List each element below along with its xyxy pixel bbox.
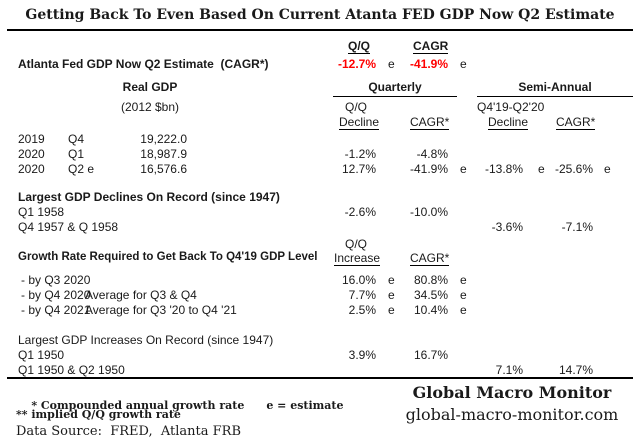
semi-decline-value: 7.1%	[495, 363, 523, 377]
qq-decline-value: -2.6%	[344, 205, 376, 219]
decline-label: Q4 1957 & Q 1958	[18, 220, 119, 234]
gdp-row: 2020 Q2 e 16,576.6 12.7% -41.9% e -13.8%…	[0, 162, 640, 176]
decline-row: Q1 1958 -2.6% -10.0%	[0, 205, 640, 219]
increase-label: Q1 1950 & Q2 1950	[18, 363, 125, 377]
estimate-qq-flag: e	[388, 57, 395, 71]
qq-decline-value: 12.7%	[341, 162, 376, 176]
gdp-row: 2020 Q1 18,987.9 -1.2% -4.8%	[0, 147, 640, 161]
semi-cagr-value: -7.1%	[561, 220, 593, 234]
real-gdp-unit: (2012 $bn)	[120, 100, 180, 114]
cagr-value: -10.0%	[409, 205, 448, 219]
growth-row: - by Q3 2020 16.0% e 80.8% e	[0, 273, 640, 287]
growth-section-header-row: Growth Rate Required to Get Back To Q4'1…	[0, 251, 640, 266]
semi-cagr-value: -25.6%	[554, 162, 593, 176]
gdp-quarter: Q1	[68, 147, 85, 161]
brand-name: Global Macro Monitor	[412, 383, 612, 402]
gdp-value: 19,222.0	[140, 132, 187, 146]
growth-note: Average for Q3 & Q4	[85, 288, 197, 302]
footnote-cagr-text: * Compounded annual growth rate	[31, 399, 245, 412]
estimate-cagr-flag: e	[460, 57, 467, 71]
gdp-year: 2019	[18, 132, 45, 146]
cagr-value: 10.4%	[413, 303, 448, 317]
increase-label: Q1 1950	[18, 348, 65, 362]
quarterly-group-header: Quarterly	[333, 80, 457, 97]
cagr-value: 16.7%	[413, 348, 448, 362]
estimate-flag: e	[538, 162, 545, 176]
footnote-implied-qq: ** implied Q/Q growth rate	[16, 408, 181, 421]
estimate-label: Atlanta Fed GDP Now Q2 Estimate (CAGR*)	[18, 57, 269, 71]
semi-annual-group-header: Semi-Annual	[477, 80, 633, 97]
increases-section-heading: Largest GDP Increases On Record (since 1…	[18, 333, 274, 347]
growth-row: - by Q4 2020 Average for Q3 & Q4 7.7% e …	[0, 288, 640, 302]
estimate-flag: e	[460, 273, 467, 287]
gdp-row: 2019 Q4 19,222.0	[0, 132, 640, 146]
cagr-value: 80.8%	[413, 273, 448, 287]
estimate-row: Atlanta Fed GDP Now Q2 Estimate (CAGR*) …	[0, 57, 640, 71]
gdp-year: 2020	[18, 162, 45, 176]
gdp-year: 2020	[18, 147, 45, 161]
top-col-header-qq: Q/Q	[348, 39, 371, 54]
semi-cagr-value: 14.7%	[558, 363, 593, 377]
qq-increase-value: 2.5%	[348, 303, 376, 317]
growth-cagr-col-header: CAGR*	[410, 251, 450, 266]
growth-label: - by Q4 2021	[21, 303, 91, 317]
growth-row: - by Q4 2021 Average for Q3 '20 to Q4 '2…	[0, 303, 640, 317]
q-cagr-col-header: CAGR*	[410, 115, 450, 130]
estimate-cagr-value: -41.9%	[409, 57, 448, 71]
real-gdp-header: Real GDP	[122, 80, 178, 94]
gdp-quarter: Q4	[68, 132, 85, 146]
growth-label: - by Q3 2020	[21, 273, 91, 287]
page-title: Getting Back To Even Based On Current At…	[25, 7, 615, 23]
title-rule	[7, 29, 633, 31]
semi-decline-value: -3.6%	[491, 220, 523, 234]
estimate-flag: e	[460, 303, 467, 317]
brand-url: global-macro-monitor.com	[405, 405, 619, 424]
gdp-quarter: Q2 e	[68, 162, 95, 176]
s-cagr-col-header: CAGR*	[556, 115, 596, 130]
growth-note: Average for Q3 '20 to Q4 '21	[85, 303, 237, 317]
top-col-header-cagr: CAGR	[413, 39, 449, 54]
gdp-value: 18,987.9	[140, 147, 187, 161]
footer-rule	[7, 377, 633, 379]
s-decline-col-header: Decline	[488, 115, 529, 130]
footnote-cagr: * Compounded annual growth rate e = estim…	[16, 386, 344, 425]
decline-row: Q4 1957 & Q 1958 -3.6% -7.1%	[0, 220, 640, 234]
declines-section-heading: Largest GDP Declines On Record (since 19…	[18, 190, 280, 204]
growth-label: - by Q4 2020	[21, 288, 91, 302]
estimate-flag: e	[388, 303, 395, 317]
decline-label: Q1 1958	[18, 205, 65, 219]
increase-row: Q1 1950 & Q2 1950 7.1% 14.7%	[0, 363, 640, 377]
estimate-flag: e	[460, 288, 467, 302]
estimate-flag: e	[388, 288, 395, 302]
cagr-value: -4.8%	[416, 147, 448, 161]
quarterly-sub-label: Q/Q	[345, 100, 368, 114]
semi-decline-value: -13.8%	[484, 162, 523, 176]
estimate-qq-value: -12.7%	[337, 57, 376, 71]
data-source: Data Source: FRED, Atlanta FRB	[16, 424, 242, 439]
increase-col-header: Increase	[334, 251, 381, 266]
estimate-legend: e = estimate	[266, 399, 344, 412]
estimate-flag: e	[460, 162, 467, 176]
cagr-value: 34.5%	[413, 288, 448, 302]
qq-increase-value: 3.9%	[348, 348, 376, 362]
estimate-flag: e	[604, 162, 611, 176]
growth-section-heading: Growth Rate Required to Get Back To Q4'1…	[18, 251, 318, 263]
qq-increase-value: 16.0%	[341, 273, 376, 287]
q-decline-col-header: Decline	[339, 115, 380, 130]
cagr-value: -41.9%	[409, 162, 448, 176]
qq-increase-value: 7.7%	[348, 288, 376, 302]
increase-row: Q1 1950 3.9% 16.7%	[0, 348, 640, 362]
qq-decline-value: -1.2%	[344, 147, 376, 161]
semi-sub-label: Q4'19-Q2'20	[477, 100, 545, 114]
gdp-value: 16,576.6	[140, 162, 187, 176]
estimate-flag: e	[388, 273, 395, 287]
growth-qq-label: Q/Q	[345, 237, 368, 251]
